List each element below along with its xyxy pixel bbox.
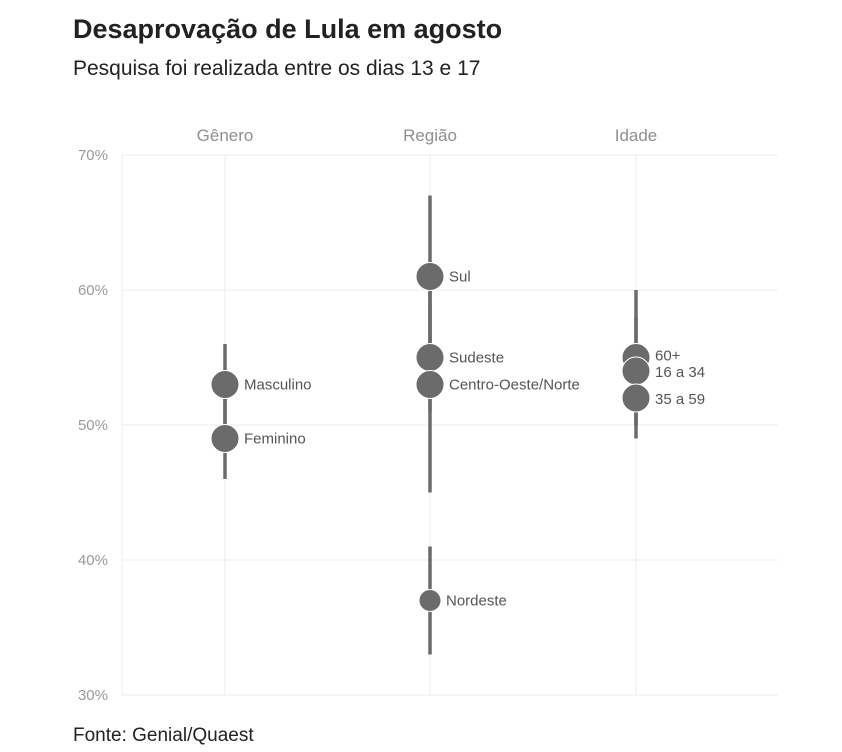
data-point (415, 262, 445, 291)
y-tick-label: 30% (78, 687, 108, 704)
data-point (621, 356, 651, 386)
data-point (415, 370, 445, 399)
data-label: Feminino (244, 431, 306, 448)
group-label: Região (403, 126, 457, 145)
data-point (621, 383, 651, 413)
y-tick-label: 50% (78, 417, 108, 434)
chart-source: Fonte: Genial/Quaest (73, 725, 254, 746)
y-tick-label: 70% (78, 147, 108, 164)
y-tick-label: 40% (78, 552, 108, 569)
data-label: 35 a 59 (655, 391, 705, 408)
data-label: Sul (449, 269, 471, 286)
data-point (415, 343, 445, 372)
data-point (418, 589, 442, 612)
data-label: Masculino (244, 377, 312, 394)
data-label: 60+ (655, 348, 681, 365)
chart-subtitle: Pesquisa foi realizada entre os dias 13 … (73, 57, 481, 80)
data-label: Centro-Oeste/Norte (449, 377, 580, 394)
group-label: Idade (615, 126, 658, 145)
data-label: Nordeste (446, 593, 507, 610)
data-point (210, 370, 240, 399)
data-label: 16 a 34 (655, 364, 705, 381)
data-point (210, 424, 240, 453)
y-tick-label: 60% (78, 282, 108, 299)
chart-title: Desaprovação de Lula em agosto (73, 14, 503, 44)
data-label: Sudeste (449, 350, 504, 367)
group-label: Gênero (197, 126, 254, 145)
